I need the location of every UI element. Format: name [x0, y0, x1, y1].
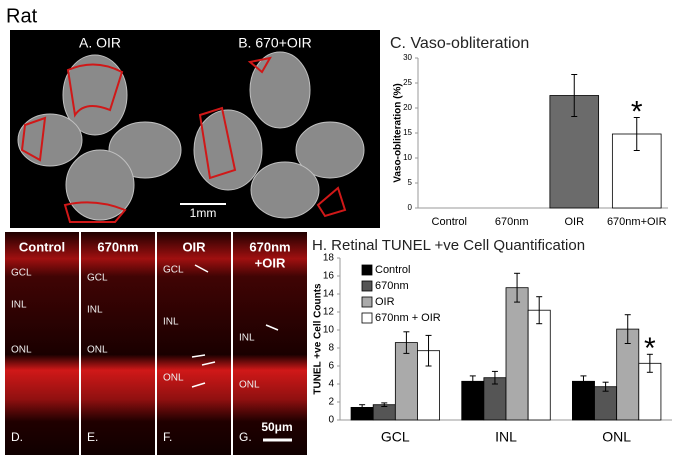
arrow: [191, 382, 206, 388]
panel-title: OIR: [182, 239, 206, 254]
panel-label: A. OIR: [79, 35, 121, 51]
layer-label: ONL: [11, 345, 32, 356]
bar: [527, 309, 551, 421]
layer-label: INL: [163, 317, 179, 328]
y-axis-label: TUNEL +ve Cell Counts: [313, 283, 324, 395]
error-bar: [602, 381, 609, 392]
retina-image: [5, 232, 79, 455]
y-tick-label: 25: [403, 78, 412, 87]
arrow: [194, 264, 209, 273]
retina-images: Control GCL INL ONL D. 670nm GCL INL ONL E. OIR GCL…: [5, 232, 307, 455]
layer-label: ONL: [87, 345, 108, 356]
y-tick-label: 12: [323, 307, 335, 318]
significance-mark: *: [631, 95, 643, 128]
arrow: [191, 354, 206, 358]
y-tick-label: 14: [323, 289, 335, 300]
legend-label: OIR: [375, 296, 395, 308]
panel-title: Control: [19, 239, 65, 254]
y-tick-label: 0: [408, 203, 413, 212]
scale-bar-label: 50μm: [261, 420, 292, 434]
layer-label: ONL: [239, 380, 260, 391]
figure-label: Rat: [6, 5, 38, 27]
error-bar: [646, 353, 653, 373]
error-bar: [381, 402, 388, 407]
y-tick-label: 30: [403, 53, 412, 62]
bar: [505, 287, 529, 421]
chart-title: C. Vaso-obliteration: [390, 35, 529, 52]
layer-label: GCL: [11, 268, 32, 279]
y-tick-label: 20: [403, 103, 412, 112]
legend-label: Control: [375, 264, 410, 276]
x-tick-label: 670nm+OIR: [607, 216, 667, 228]
retina-image: [81, 232, 155, 455]
legend-swatch: [361, 312, 373, 324]
panel-letter: E.: [87, 430, 98, 444]
legend-label: 670nm: [375, 280, 409, 292]
error-bar: [491, 370, 498, 385]
panel-label: B. 670+OIR: [238, 35, 312, 51]
scale-bar-label: 1mm: [190, 206, 217, 220]
panel-title: +OIR: [255, 255, 286, 270]
y-tick-label: 15: [403, 128, 412, 137]
panel-letter: D.: [11, 430, 23, 444]
error-bar: [425, 334, 432, 367]
error-bar: [571, 74, 578, 117]
error-bar: [624, 314, 631, 344]
panel-title: 670nm: [97, 239, 138, 254]
error-bar: [469, 375, 476, 388]
y-tick-label: 4: [328, 379, 334, 390]
layer-label: INL: [11, 300, 27, 311]
retina-image: [157, 232, 231, 455]
error-bar: [359, 404, 366, 411]
y-tick-label: 16: [323, 271, 335, 282]
y-axis-label: Vaso-obliteration (%): [393, 83, 404, 182]
bar: [394, 342, 418, 421]
retina-image: [233, 232, 307, 455]
y-tick-label: 10: [323, 325, 335, 336]
arrow: [265, 324, 279, 331]
layer-label: INL: [87, 305, 103, 316]
error-bar: [514, 272, 521, 303]
error-bar: [403, 331, 410, 354]
x-tick-label: 670nm: [495, 216, 529, 228]
legend-swatch: [361, 280, 373, 292]
y-tick-label: 5: [408, 178, 413, 187]
x-tick-label: GCL: [381, 429, 410, 445]
x-tick-label: ONL: [602, 429, 631, 445]
x-tick-label: OIR: [564, 216, 584, 228]
x-tick-label: Control: [432, 216, 467, 228]
y-tick-label: 10: [403, 153, 412, 162]
y-tick-label: 18: [323, 253, 335, 264]
error-bar: [580, 375, 587, 388]
error-bar: [633, 117, 640, 151]
layer-label: INL: [239, 333, 255, 344]
panel-letter: F.: [163, 430, 172, 444]
legend-label: 670nm + OIR: [375, 312, 441, 324]
layer-label: GCL: [87, 273, 108, 284]
panel-letter: G.: [239, 430, 252, 444]
y-tick-label: 6: [328, 361, 334, 372]
chart-title: H. Retinal TUNEL +ve Cell Quantification: [312, 237, 585, 254]
panel-title: 670nm: [249, 239, 290, 254]
legend-swatch: [361, 264, 373, 276]
y-tick-label: 2: [328, 397, 334, 408]
legend-swatch: [361, 296, 373, 308]
y-tick-label: 0: [328, 415, 334, 426]
arrow: [201, 361, 216, 366]
y-tick-label: 8: [328, 343, 334, 354]
layer-label: GCL: [163, 265, 184, 276]
error-bar: [536, 296, 543, 325]
layer-label: ONL: [163, 373, 184, 384]
significance-mark: *: [644, 332, 656, 365]
x-tick-label: INL: [495, 429, 517, 445]
flatmount-image: A. OIR B. 670+OIR 1mm: [10, 30, 380, 228]
